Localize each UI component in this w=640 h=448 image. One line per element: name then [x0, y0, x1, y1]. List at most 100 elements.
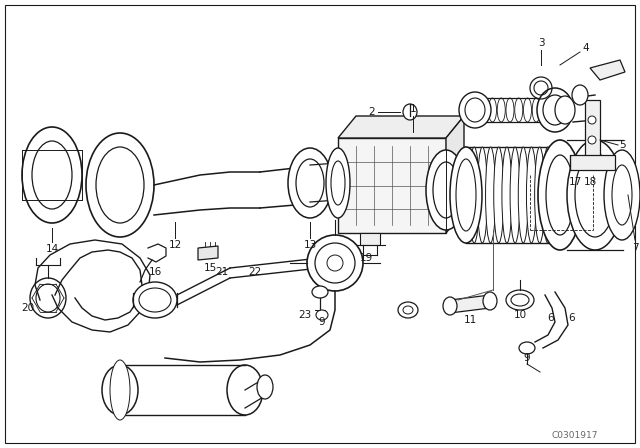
Ellipse shape [433, 162, 459, 218]
Ellipse shape [450, 147, 482, 243]
Ellipse shape [398, 302, 418, 318]
Ellipse shape [316, 310, 328, 320]
Polygon shape [338, 116, 464, 138]
Text: 22: 22 [248, 267, 262, 277]
Text: 9: 9 [319, 317, 325, 327]
Ellipse shape [534, 147, 545, 243]
Ellipse shape [486, 147, 495, 243]
Ellipse shape [546, 155, 574, 235]
Ellipse shape [488, 98, 497, 122]
Ellipse shape [110, 360, 130, 420]
Ellipse shape [227, 365, 263, 415]
Ellipse shape [426, 150, 466, 230]
Polygon shape [450, 295, 490, 313]
Ellipse shape [331, 161, 345, 205]
Text: 2: 2 [369, 107, 375, 117]
Ellipse shape [532, 98, 540, 122]
Ellipse shape [477, 147, 488, 243]
Ellipse shape [604, 150, 640, 240]
Ellipse shape [612, 165, 632, 225]
Polygon shape [570, 155, 615, 170]
Text: 10: 10 [513, 310, 527, 320]
Ellipse shape [555, 96, 575, 124]
Ellipse shape [96, 147, 144, 223]
Polygon shape [338, 138, 446, 233]
Text: 9: 9 [524, 353, 531, 363]
Ellipse shape [133, 282, 177, 318]
Ellipse shape [480, 98, 488, 122]
Text: 20: 20 [21, 303, 35, 313]
Text: 5: 5 [620, 140, 627, 150]
Ellipse shape [443, 297, 457, 315]
Ellipse shape [307, 235, 363, 291]
Ellipse shape [403, 104, 417, 120]
Ellipse shape [86, 133, 154, 237]
Polygon shape [585, 100, 600, 160]
Ellipse shape [506, 98, 514, 122]
Ellipse shape [538, 140, 582, 250]
Ellipse shape [588, 136, 596, 144]
Ellipse shape [469, 147, 479, 243]
Text: C0301917: C0301917 [552, 431, 598, 439]
Ellipse shape [537, 88, 573, 132]
Text: 4: 4 [582, 43, 589, 53]
Ellipse shape [551, 147, 561, 243]
Polygon shape [198, 246, 218, 260]
Ellipse shape [102, 365, 138, 415]
Text: 11: 11 [463, 315, 477, 325]
Ellipse shape [326, 148, 350, 218]
Text: 18: 18 [584, 177, 596, 187]
Text: 16: 16 [148, 267, 162, 277]
Ellipse shape [30, 278, 66, 318]
Ellipse shape [36, 284, 60, 312]
Ellipse shape [403, 306, 413, 314]
Ellipse shape [524, 98, 531, 122]
Ellipse shape [456, 159, 476, 231]
Ellipse shape [506, 290, 534, 310]
Text: 6: 6 [548, 313, 554, 323]
Ellipse shape [502, 147, 512, 243]
Text: 1: 1 [410, 104, 416, 114]
Text: 19: 19 [360, 253, 372, 263]
Ellipse shape [567, 140, 623, 250]
Ellipse shape [461, 147, 471, 243]
Ellipse shape [543, 95, 567, 125]
Ellipse shape [139, 288, 171, 312]
Polygon shape [360, 233, 380, 245]
Ellipse shape [288, 148, 332, 218]
Ellipse shape [22, 127, 82, 223]
Polygon shape [446, 116, 464, 233]
Ellipse shape [257, 375, 273, 399]
Text: 14: 14 [45, 244, 59, 254]
Text: 15: 15 [204, 263, 216, 273]
Text: 23: 23 [298, 310, 312, 320]
Ellipse shape [527, 147, 536, 243]
Text: 13: 13 [303, 240, 317, 250]
Ellipse shape [543, 147, 553, 243]
Ellipse shape [519, 342, 535, 354]
Text: 17: 17 [568, 177, 582, 187]
Ellipse shape [515, 98, 523, 122]
Ellipse shape [483, 292, 497, 310]
Ellipse shape [497, 98, 505, 122]
Ellipse shape [511, 294, 529, 306]
Ellipse shape [32, 141, 72, 209]
Ellipse shape [327, 255, 343, 271]
Ellipse shape [518, 147, 528, 243]
Ellipse shape [572, 85, 588, 105]
Ellipse shape [588, 116, 596, 124]
Ellipse shape [493, 147, 504, 243]
Ellipse shape [471, 98, 479, 122]
Polygon shape [590, 60, 625, 80]
Text: 7: 7 [632, 243, 638, 253]
Text: 12: 12 [168, 240, 182, 250]
Ellipse shape [465, 98, 485, 122]
Text: 3: 3 [538, 38, 544, 48]
Text: 6: 6 [569, 313, 575, 323]
Ellipse shape [312, 286, 328, 298]
Ellipse shape [315, 243, 355, 283]
Text: 21: 21 [216, 267, 228, 277]
Ellipse shape [296, 159, 324, 207]
Ellipse shape [510, 147, 520, 243]
Ellipse shape [459, 92, 491, 128]
